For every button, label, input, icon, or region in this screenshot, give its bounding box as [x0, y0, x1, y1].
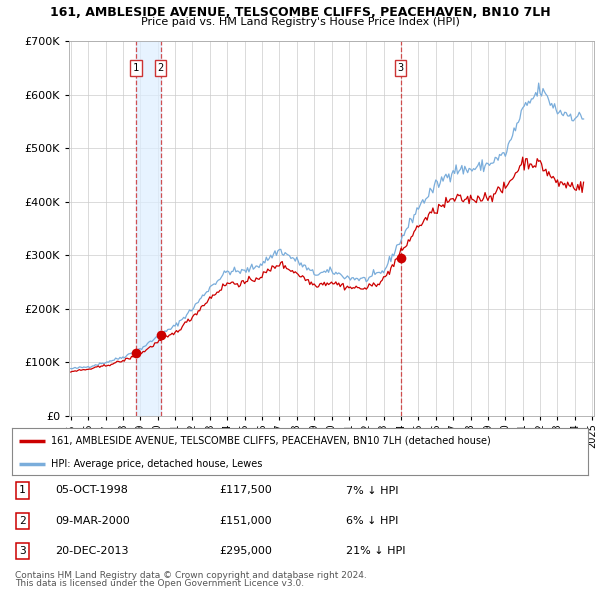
Text: £151,000: £151,000 [220, 516, 272, 526]
Text: 161, AMBLESIDE AVENUE, TELSCOMBE CLIFFS, PEACEHAVEN, BN10 7LH: 161, AMBLESIDE AVENUE, TELSCOMBE CLIFFS,… [50, 6, 550, 19]
Text: 7% ↓ HPI: 7% ↓ HPI [346, 486, 398, 496]
Text: Price paid vs. HM Land Registry's House Price Index (HPI): Price paid vs. HM Land Registry's House … [140, 17, 460, 27]
Text: 1: 1 [133, 63, 139, 73]
Text: 6% ↓ HPI: 6% ↓ HPI [346, 516, 398, 526]
Text: 3: 3 [397, 63, 404, 73]
Text: £117,500: £117,500 [220, 486, 272, 496]
Text: 1: 1 [19, 486, 26, 496]
Text: 09-MAR-2000: 09-MAR-2000 [55, 516, 130, 526]
Text: 21% ↓ HPI: 21% ↓ HPI [346, 546, 406, 556]
Text: 05-OCT-1998: 05-OCT-1998 [55, 486, 128, 496]
Text: This data is licensed under the Open Government Licence v3.0.: This data is licensed under the Open Gov… [15, 579, 304, 588]
Text: 2: 2 [19, 516, 26, 526]
Text: 161, AMBLESIDE AVENUE, TELSCOMBE CLIFFS, PEACEHAVEN, BN10 7LH (detached house): 161, AMBLESIDE AVENUE, TELSCOMBE CLIFFS,… [51, 436, 491, 446]
Text: 20-DEC-2013: 20-DEC-2013 [55, 546, 128, 556]
Text: 2: 2 [157, 63, 164, 73]
Text: Contains HM Land Registry data © Crown copyright and database right 2024.: Contains HM Land Registry data © Crown c… [15, 571, 367, 579]
Text: HPI: Average price, detached house, Lewes: HPI: Average price, detached house, Lewe… [51, 458, 263, 468]
Text: £295,000: £295,000 [220, 546, 272, 556]
Text: 3: 3 [19, 546, 26, 556]
Bar [136, 41, 161, 416]
